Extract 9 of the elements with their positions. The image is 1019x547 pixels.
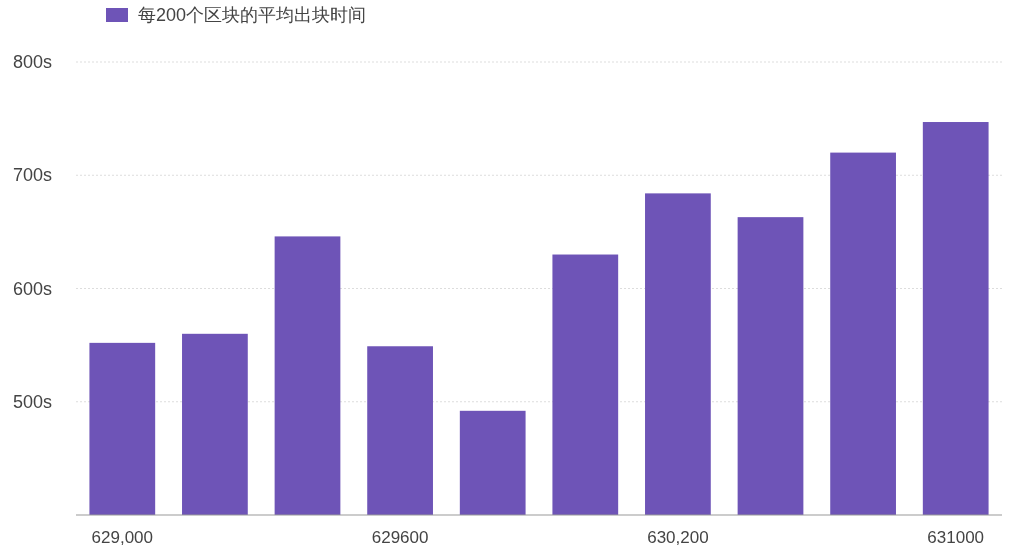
y-tick-label: 600s: [12, 278, 52, 299]
y-tick-label: 700s: [12, 165, 52, 186]
x-tick-label: 630,200: [647, 528, 709, 547]
y-tick-label: 500s: [12, 391, 52, 412]
y-tick-label: 800s: [12, 52, 52, 72]
x-tick-label: 631000: [927, 528, 985, 547]
x-tick-label: 629,000: [91, 528, 154, 547]
x-tick-label: 629600: [371, 528, 429, 547]
legend-label: 每200个区块的平均出块时间: [138, 5, 367, 25]
